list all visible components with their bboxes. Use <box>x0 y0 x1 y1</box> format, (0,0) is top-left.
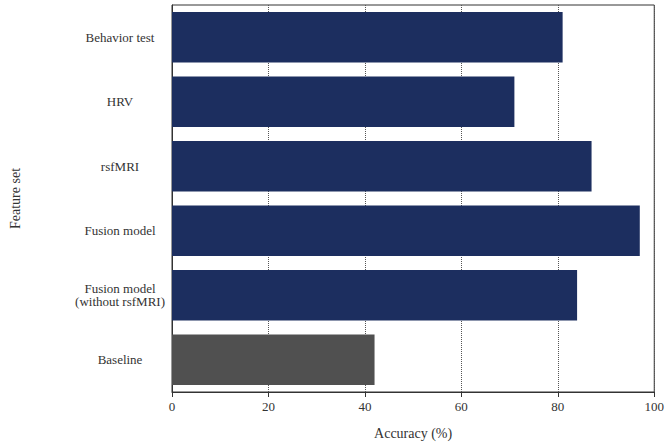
svg-text:Accuracy (%): Accuracy (%) <box>374 426 452 442</box>
svg-text:HRV: HRV <box>107 94 134 109</box>
svg-text:Feature set: Feature set <box>8 168 23 229</box>
svg-text:20: 20 <box>262 399 275 414</box>
svg-text:0: 0 <box>169 399 176 414</box>
svg-text:Behavior test: Behavior test <box>86 30 155 45</box>
svg-text:60: 60 <box>455 399 468 414</box>
svg-text:rsfMRI: rsfMRI <box>101 159 139 174</box>
svg-text:80: 80 <box>551 399 564 414</box>
svg-text:100: 100 <box>645 399 665 414</box>
svg-text:Fusion model: Fusion model <box>84 281 156 297</box>
svg-text:Baseline: Baseline <box>98 352 143 367</box>
svg-text:(without rsfMRI): (without rsfMRI) <box>75 294 165 309</box>
svg-text:Fusion model: Fusion model <box>84 223 156 238</box>
svg-text:40: 40 <box>358 399 371 414</box>
